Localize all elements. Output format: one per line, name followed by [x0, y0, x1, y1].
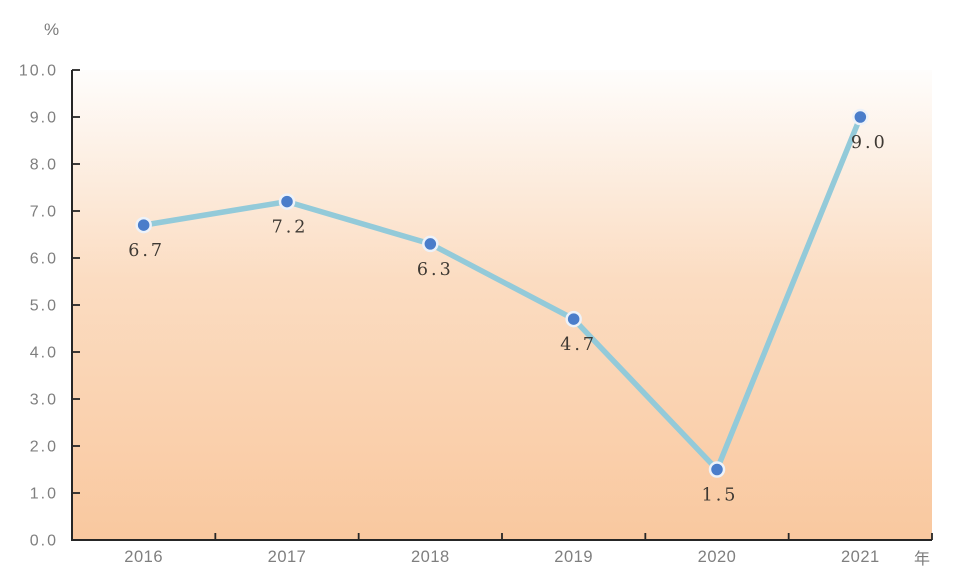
y-axis-tick-label: 9.0 [30, 110, 58, 127]
data-point [708, 461, 726, 478]
x-axis-tick-label: 2021 [841, 548, 880, 566]
data-point-label: 6.7 [128, 241, 165, 261]
data-point [422, 235, 439, 253]
data-point [278, 193, 296, 210]
y-axis-tick-label: 2.0 [30, 439, 58, 456]
plot-area [72, 70, 932, 540]
data-point-label: 7.2 [272, 218, 309, 238]
x-axis-unit-label: 年 [914, 551, 931, 568]
y-axis-unit-label: % [44, 20, 60, 39]
x-axis-tick-label: 2017 [268, 548, 307, 566]
data-point [852, 108, 869, 126]
data-point-label: 9.0 [851, 133, 888, 153]
y-axis-tick-label: 7.0 [30, 204, 58, 221]
y-axis-tick-label: 3.0 [30, 392, 58, 409]
series-line [140, 114, 864, 473]
y-axis-tick-label: 6.0 [30, 251, 58, 268]
data-point [135, 216, 152, 234]
y-axis-tick-label: 8.0 [30, 157, 58, 174]
data-point-label: 4.7 [560, 335, 597, 355]
x-axis-tick-label: 2019 [554, 548, 593, 566]
y-axis-tick-label: 4.0 [30, 345, 58, 362]
x-axis-tick-label: 2018 [411, 548, 450, 566]
y-axis-tick-label: 1.0 [30, 486, 58, 503]
y-axis-tick-label: 0.0 [30, 533, 58, 550]
data-point [565, 310, 582, 328]
y-axis-tick-label: 10.0 [19, 63, 58, 80]
x-axis-tick-label: 2020 [698, 548, 737, 566]
data-point-label: 1.5 [702, 486, 739, 506]
data-point-label: 6.3 [417, 260, 454, 280]
y-axis-tick-label: 5.0 [30, 298, 58, 315]
x-axis-tick-label: 2016 [124, 548, 163, 566]
